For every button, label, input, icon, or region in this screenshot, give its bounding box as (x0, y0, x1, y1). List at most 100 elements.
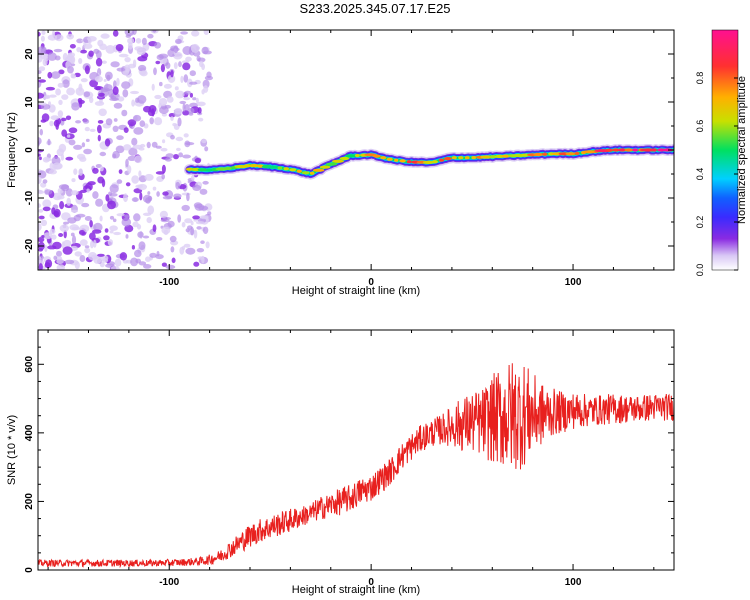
noise-blob (97, 253, 105, 257)
noise-blob (160, 64, 165, 73)
noise-blob (125, 182, 131, 187)
noise-blob (83, 148, 92, 155)
noise-blob (57, 110, 64, 118)
noise-blob (167, 74, 176, 83)
noise-blob (93, 222, 103, 232)
noise-blob (45, 86, 56, 91)
noise-blob (181, 221, 186, 228)
noise-blob (45, 157, 52, 162)
noise-blob (190, 43, 200, 53)
noise-blob (79, 189, 87, 193)
noise-blob (109, 230, 114, 234)
noise-blob (71, 102, 80, 111)
noise-blob (116, 77, 120, 87)
noise-blob (83, 43, 93, 49)
noise-blob (82, 119, 90, 124)
noise-blob (38, 209, 44, 213)
noise-blob (75, 87, 85, 96)
noise-blob (87, 36, 97, 42)
noise-blob (149, 117, 154, 125)
ridge-hotspot (661, 148, 674, 152)
noise-blob (154, 94, 162, 100)
noise-blob (88, 252, 97, 261)
noise-blob (75, 120, 82, 124)
noise-blob (48, 94, 57, 98)
colorbar-label: Normalized spectral amplitude (736, 76, 748, 224)
noise-blob (56, 148, 64, 157)
noise-blob (124, 57, 131, 63)
ridge-hotspot (542, 152, 548, 156)
noise-blob (101, 60, 107, 64)
ridge-hotspot (277, 166, 283, 170)
noise-blob (201, 138, 207, 144)
noise-blob (85, 138, 90, 142)
noise-blob (71, 73, 77, 79)
noise-blob (146, 217, 152, 224)
noise-blob (176, 147, 181, 152)
noise-blob (189, 81, 198, 85)
noise-blob (185, 247, 196, 255)
noise-blob (74, 261, 80, 270)
noise-blob (38, 46, 47, 56)
y-tick-label: -10 (24, 190, 35, 205)
ridge-hotspot (296, 169, 302, 173)
noise-blob (41, 30, 46, 35)
noise-blob (137, 95, 147, 104)
ridge-hotspot (372, 154, 381, 158)
noise-blob (55, 88, 61, 96)
noise-blob (205, 241, 210, 249)
noise-blob (42, 206, 51, 212)
noise-blob (44, 245, 48, 252)
noise-blob (204, 146, 209, 152)
ridge-hotspot (617, 148, 628, 152)
noise-blob (182, 62, 191, 71)
noise-blob (173, 62, 178, 70)
noise-blob (66, 197, 71, 206)
noise-blob (186, 192, 190, 202)
noise-blob (145, 197, 151, 204)
snr-series-line (38, 363, 674, 569)
noise-blob (118, 53, 129, 58)
ridge-hotspot (431, 160, 438, 164)
noise-blob (183, 74, 189, 83)
noise-blob (202, 226, 209, 234)
noise-blob (185, 56, 192, 62)
noise-blob (149, 252, 157, 258)
noise-blob (112, 30, 119, 37)
noise-blob (170, 246, 175, 253)
noise-blob (69, 44, 76, 49)
y-tick-label: 0 (24, 567, 35, 573)
noise-blob (48, 169, 58, 175)
noise-blob (173, 45, 179, 53)
noise-blob (38, 70, 42, 74)
noise-blob (58, 99, 63, 105)
noise-blob (151, 83, 155, 91)
noise-blob (43, 53, 50, 62)
noise-blob (52, 162, 62, 170)
noise-blob (124, 214, 130, 219)
noise-blob (136, 48, 146, 56)
noise-blob (51, 234, 57, 240)
noise-blob (45, 259, 53, 268)
noise-blob (99, 215, 103, 222)
noise-blob (47, 245, 57, 250)
noise-blob (175, 136, 184, 142)
noise-blob (156, 54, 164, 60)
noise-blob (92, 167, 99, 174)
ridge-hotspot (533, 152, 544, 157)
noise-blob (160, 147, 168, 152)
noise-blob (174, 86, 179, 91)
noise-blob (63, 230, 67, 239)
y-tick-label: 400 (24, 424, 35, 441)
noise-blob (71, 235, 77, 245)
noise-blob (58, 69, 65, 75)
noise-blob (58, 233, 64, 237)
x-tick-label: 0 (368, 277, 374, 288)
noise-blob (62, 239, 72, 248)
noise-blob (164, 157, 172, 162)
noise-blob (182, 103, 186, 112)
noise-blob (134, 155, 143, 164)
noise-blob (188, 107, 195, 114)
ridge-hotspot (624, 148, 634, 152)
